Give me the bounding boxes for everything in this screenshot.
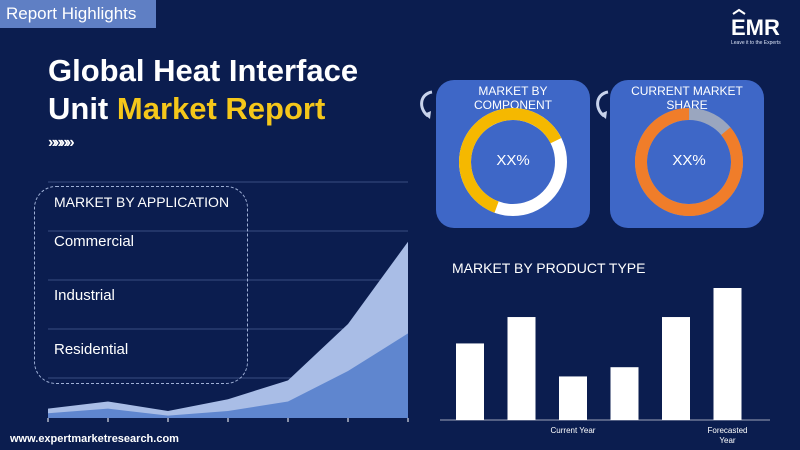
bar [713, 288, 742, 420]
component-value-label: XX% [496, 152, 530, 169]
bar [507, 317, 536, 420]
bar [559, 376, 587, 420]
title-line-2: Unit Market Report [48, 90, 408, 128]
market-share-donut-value [635, 108, 743, 216]
application-item-residential: Residential [54, 341, 129, 358]
emr-logo: EMR Leave it to the Experts [731, 8, 781, 46]
product-type-heading: MARKET BY PRODUCT TYPE [452, 260, 646, 276]
curl-arrow-icon [596, 90, 609, 119]
page-title: Global Heat Interface Unit Market Report [48, 52, 408, 128]
market-share-heading: CURRENT MARKET SHARE [631, 84, 743, 112]
application-item-commercial: Commercial [54, 233, 135, 250]
area-series-light [48, 241, 408, 418]
area-xticks [47, 418, 409, 422]
logo-text: EMR [731, 15, 780, 40]
component-heading: MARKET BY COMPONENT [474, 84, 552, 112]
bar-tick-label: Year [719, 436, 736, 445]
title-accent: Market Report [116, 91, 326, 126]
report-highlights-tag: Report Highlights [0, 0, 156, 28]
curl-arrow-icon [420, 90, 433, 119]
bar [610, 367, 639, 420]
market-share-value-label: XX% [672, 152, 706, 169]
bar-tick-label: Current Year [551, 426, 596, 435]
application-box [34, 186, 248, 384]
chevrons-icon: »»»» [48, 134, 75, 151]
application-heading: MARKET BY APPLICATION [54, 194, 230, 210]
logo-tagline: Leave it to the Experts [731, 40, 781, 46]
bar-tick-label: Forecasted [707, 426, 747, 435]
title-plain: Unit [48, 91, 117, 126]
application-item-industrial: Industrial [54, 287, 115, 304]
footer-url[interactable]: www.expertmarketresearch.com [10, 433, 179, 445]
bar [456, 343, 484, 420]
area-series-dark [48, 333, 408, 418]
bar [662, 317, 690, 420]
market-share-donut [635, 108, 743, 216]
title-line-1: Global Heat Interface [48, 53, 359, 88]
component-donut [459, 108, 567, 216]
